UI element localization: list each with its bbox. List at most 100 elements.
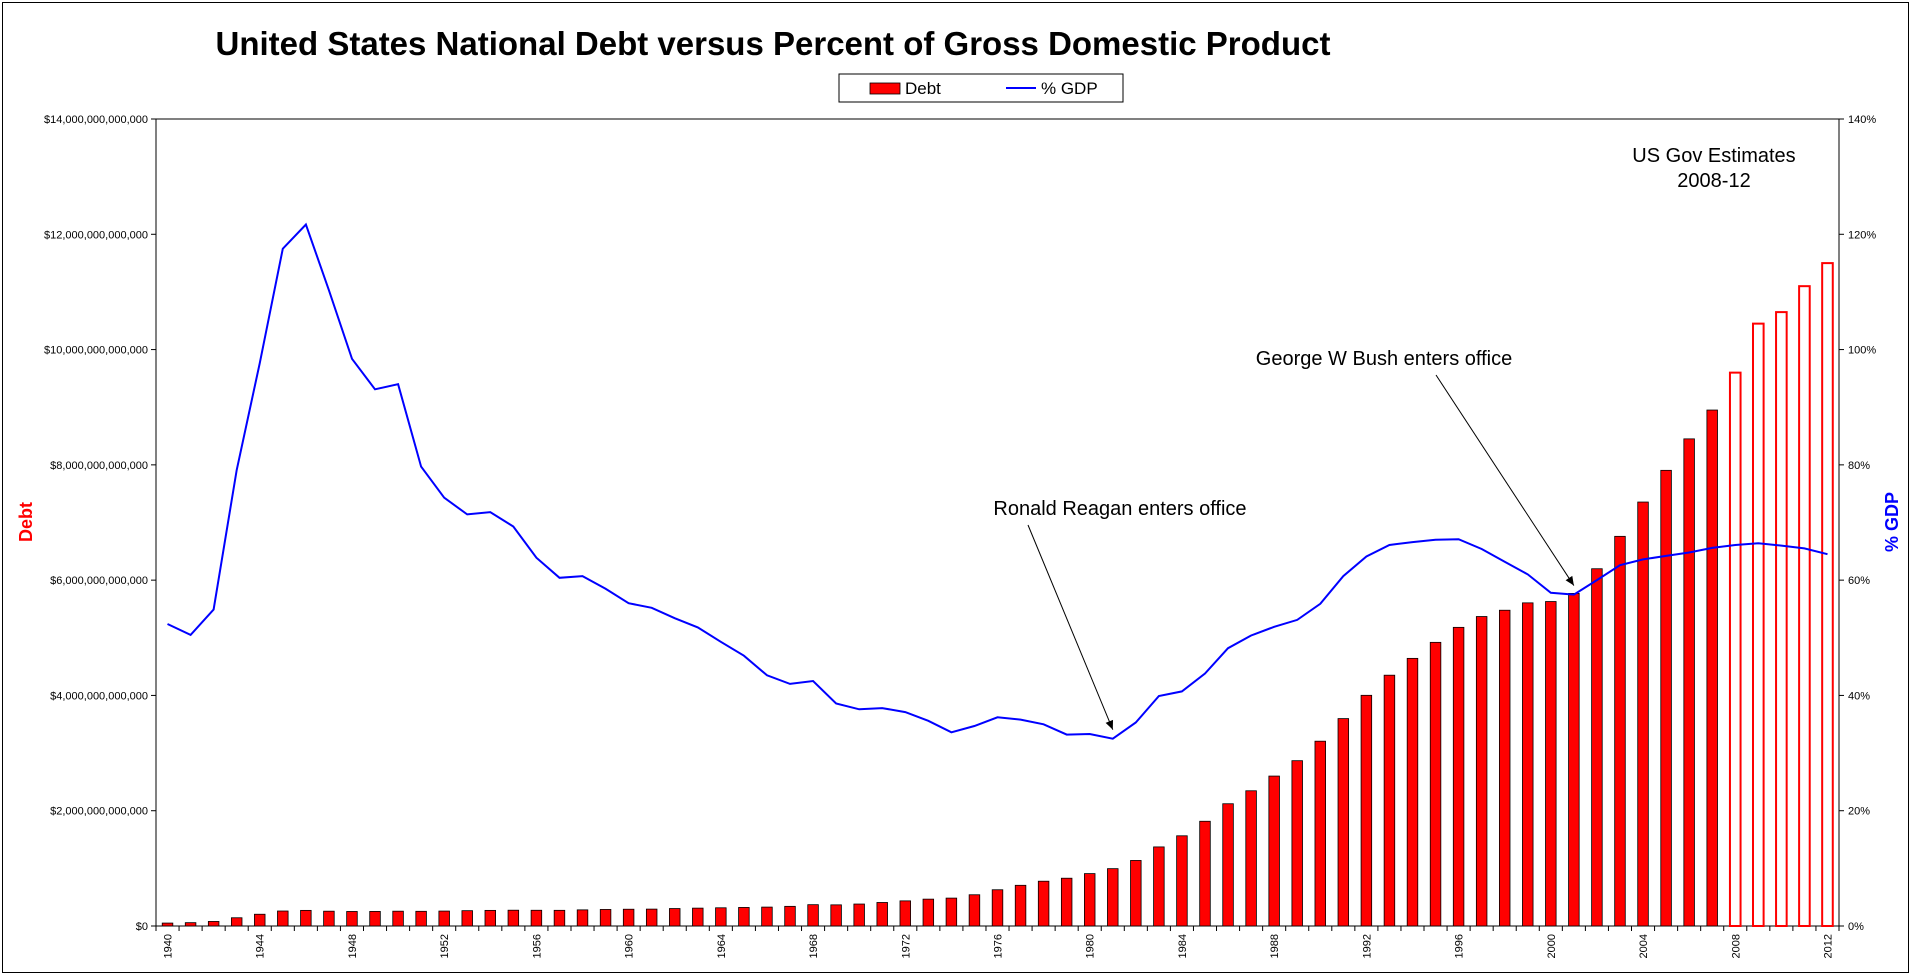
y-tick-label: $12,000,000,000,000 [44,229,148,241]
annotation-bush-arrow [1435,374,1575,586]
legend-debt-swatch [869,82,901,95]
debt-bar [1591,568,1603,927]
debt-bar [1522,602,1534,927]
debt-bar [277,910,289,927]
y2-tick-label: 20% [1848,806,1870,818]
y2-tick-label: 100% [1848,345,1876,357]
annotation-reagan-arrow [1027,524,1114,730]
debt-bar [1683,438,1695,927]
annotation-reagan-label: Ronald Reagan enters office [993,498,1246,520]
debt-bar [207,921,220,927]
x-tick-label: 1980 [1085,934,1097,958]
debt-bar [484,909,496,927]
x-tick-label: 1988 [1269,934,1281,958]
debt-bar [922,898,935,927]
debt-bar [1291,760,1303,927]
debt-bar [415,910,427,927]
debt-bar [876,902,888,927]
debt-bar [968,894,981,927]
y-axis-left: $0 $2,000,000,000,000 $4,000,000,000,000 $6… [44,114,156,933]
debt-bar [369,911,381,927]
debt-bar-estimate [1821,262,1834,928]
debt-bar [1084,873,1096,927]
debt-bar [1199,820,1211,927]
y-axis-title-right: % GDP [1882,492,1902,552]
debt-bar [599,909,612,927]
debt-bar-estimate [1728,371,1742,927]
y-tick-label: $10,000,000,000,000 [44,345,148,357]
x-tick-label: 1984 [1177,934,1189,958]
debt-bar [184,922,197,927]
debt-bar [461,910,473,927]
gdp-line-group [167,222,1828,740]
legend-debt-label: Debt [905,79,941,98]
plot-area [155,118,1840,927]
annotation-bush-label: George W Bush enters office [1256,348,1512,370]
debt-bar [1383,674,1396,927]
y2-tick-label: 120% [1848,229,1876,241]
debt-bar [715,907,727,927]
debt-bar [622,908,635,927]
debt-bar [254,913,266,927]
debt-bar [1637,501,1649,927]
x-tick-label: 1996 [1454,934,1466,958]
debt-bar [738,907,750,927]
debt-bar [553,909,566,927]
debt-bar [645,908,658,927]
debt-bar [1130,860,1142,927]
x-tick-label: 2008 [1730,934,1742,958]
y-axis-right: 0% 20% 40% 60% 80% 100% 120% 140% [1839,114,1876,933]
debt-bar [1176,835,1188,927]
debt-bar [1245,790,1257,927]
chart-svg: United States National Debt versus Perce… [16,25,1902,958]
debt-bar [784,905,796,927]
debt-bar [945,897,958,927]
x-tick-label: 2012 [1822,934,1834,958]
x-tick-label: 1960 [624,934,636,958]
debt-bar [1452,626,1465,927]
debt-bar [530,909,543,927]
x-axis: 1940 1944 1948 1952 1956 1960 1964 1968 1972 1976… [155,926,1840,958]
y-tick-label: $6,000,000,000,000 [50,575,148,587]
y-tick-label: $0 [136,921,148,933]
legend: Debt % GDP [838,73,1124,103]
annotation-reagan-arrowhead [1105,719,1114,730]
y2-tick-label: 80% [1848,460,1870,472]
debt-bar [300,909,312,927]
debt-bar [761,906,773,927]
x-tick-label: 1992 [1361,934,1373,958]
debt-bar [692,907,704,927]
debt-bar [392,910,404,927]
x-tick-label: 1944 [255,934,267,958]
debt-bar [1268,775,1280,927]
debt-bar [1153,846,1165,927]
y2-tick-label: 60% [1848,575,1870,587]
debt-bar [438,910,450,927]
debt-bar [1614,535,1626,927]
debt-bar [1014,884,1027,927]
chart-title: United States National Debt versus Perce… [216,25,1331,62]
x-tick-label: 1952 [439,934,451,958]
x-tick-label: 1976 [993,934,1005,958]
debt-bar [1475,616,1488,927]
x-tick-label: 1964 [716,934,728,958]
debt-bar [991,889,1004,927]
debt-bar [576,909,589,927]
debt-bar-estimate [1798,285,1811,927]
debt-bar [830,904,842,927]
debt-bar [1222,803,1234,927]
debt-bar [1107,868,1119,927]
y2-tick-label: 140% [1848,114,1876,126]
annotation-bush-arrowhead [1565,575,1574,586]
debt-bar [899,900,911,927]
y-axis-title-left: Debt [16,502,36,542]
debt-bar [1060,877,1073,927]
y-tick-label: $8,000,000,000,000 [50,460,148,472]
x-tick-label: 1956 [531,934,543,958]
debt-bar [230,917,243,927]
debt-bar [1706,409,1718,927]
x-tick-label: 1940 [163,934,175,958]
y-tick-label: $14,000,000,000,000 [44,114,148,126]
debt-bar [1337,718,1350,927]
debt-bar [853,903,865,927]
